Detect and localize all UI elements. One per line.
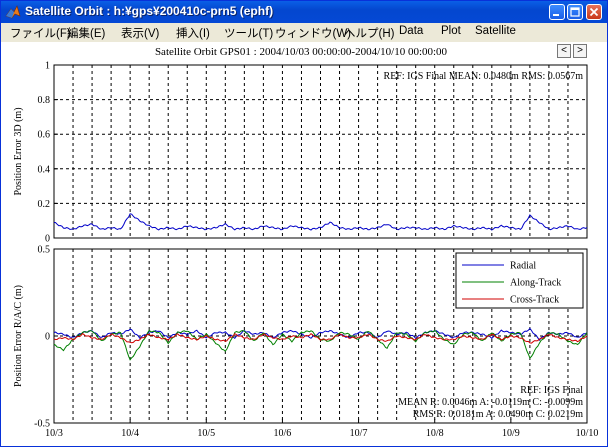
axes-rac-annotation: REF: IGS Final MEAN R: 0.0046m A: -0.011… bbox=[398, 385, 583, 420]
xtick-label: 10/5 bbox=[197, 428, 215, 439]
maximize-button[interactable] bbox=[567, 4, 583, 20]
ytick-label: 0.4 bbox=[38, 164, 51, 175]
xtick-label: 10/8 bbox=[426, 428, 444, 439]
matlab-logo-icon bbox=[5, 5, 21, 19]
menu-data[interactable]: Data bbox=[399, 25, 424, 37]
axes-3d-annotation: REF: IGS Final MEAN: 0.0480m RMS: 0.0567… bbox=[384, 71, 584, 82]
prev-button[interactable]: < bbox=[557, 44, 571, 58]
axes-rac: -0.500.5 10/3 10/4 10/5 10/6 10/7 10/8 10/9 10/… bbox=[13, 245, 598, 440]
xtick-label: 10/3 bbox=[45, 428, 63, 439]
legend-entry: Along-Track bbox=[510, 278, 561, 289]
window-title: Satellite Orbit : h:¥gps¥200410c-prn5 (e… bbox=[25, 4, 274, 18]
ytick-label: 0.8 bbox=[38, 95, 51, 106]
axes-rac-xticks: 10/3 10/4 10/5 10/6 10/7 10/8 10/9 10/10 bbox=[45, 419, 598, 439]
maximize-icon bbox=[570, 7, 580, 17]
ytick-label: 0.2 bbox=[38, 199, 51, 210]
figure-area: Satellite Orbit GPS01 : 2004/10/03 00:00… bbox=[1, 42, 607, 446]
menu-help[interactable]: ヘルプ(H) bbox=[344, 28, 395, 40]
close-button[interactable] bbox=[586, 4, 602, 20]
title-bar[interactable]: Satellite Orbit : h:¥gps¥200410c-prn5 (e… bbox=[1, 1, 607, 23]
axes-3d-ylabel: Position Error 3D (m) bbox=[13, 107, 24, 195]
xtick-label: 10/6 bbox=[274, 428, 292, 439]
annotation-line: MEAN R: 0.0046m A: -0.0119m C: -0.0099m bbox=[398, 397, 583, 408]
ytick-label: 0.6 bbox=[38, 130, 51, 141]
line-cross-track bbox=[53, 332, 588, 344]
ytick-label: 0 bbox=[45, 332, 50, 343]
axes-3d-yticks: 0 0.2 0.4 0.6 0.8 1 bbox=[38, 61, 58, 245]
annotation-line: REF: IGS Final bbox=[520, 385, 583, 396]
annotation-line: RMS R: 0.0181m A: 0.0490m C: 0.0219m bbox=[413, 409, 584, 420]
axes-3d: 0 0.2 0.4 0.6 0.8 1 Position Error 3D (m) REF… bbox=[13, 61, 588, 245]
line-radial bbox=[53, 327, 588, 342]
menu-satellite[interactable]: Satellite bbox=[475, 25, 516, 37]
xtick-label: 10/10 bbox=[576, 428, 599, 439]
axes-rac-grid bbox=[54, 249, 587, 423]
minimize-button[interactable] bbox=[549, 4, 565, 20]
menu-file[interactable]: ファイル(F) bbox=[10, 28, 71, 40]
menu-insert[interactable]: 挿入(I) bbox=[176, 28, 210, 40]
menu-window[interactable]: ウィンドウ(W) bbox=[275, 28, 352, 40]
minimize-icon bbox=[553, 14, 559, 16]
legend-entry: Radial bbox=[510, 261, 536, 272]
xtick-label: 10/7 bbox=[350, 428, 368, 439]
axes-3d-grid bbox=[54, 65, 587, 238]
next-button[interactable]: > bbox=[573, 44, 587, 58]
xtick-label: 10/4 bbox=[121, 428, 139, 439]
xtick-label: 10/9 bbox=[502, 428, 520, 439]
ytick-label: -0.5 bbox=[34, 419, 50, 430]
axes-3d-lines bbox=[53, 213, 588, 231]
line-3d-series bbox=[53, 213, 588, 231]
menu-tools[interactable]: ツール(T) bbox=[224, 28, 274, 40]
legend-entry: Cross-Track bbox=[510, 295, 559, 306]
axes-rac-ylabel: Position Error R/A/C (m) bbox=[13, 285, 24, 387]
axes-rac-lines bbox=[53, 327, 588, 361]
menu-bar: ファイル(F) 編集(E) 表示(V) 挿入(I) ツール(T) ウィンドウ(W… bbox=[1, 23, 607, 41]
axes-rac-yticks: -0.5 0 0.5 bbox=[34, 245, 58, 430]
ytick-label: 0.5 bbox=[38, 245, 51, 256]
close-icon bbox=[589, 7, 599, 17]
ytick-label: 0 bbox=[45, 234, 50, 245]
menu-plot[interactable]: Plot bbox=[441, 25, 461, 37]
ytick-label: 1 bbox=[45, 61, 50, 72]
menu-edit[interactable]: 編集(E) bbox=[67, 28, 106, 40]
plots-canvas: 0 0.2 0.4 0.6 0.8 1 Position Error 3D (m) REF… bbox=[13, 61, 598, 440]
figure-title: Satellite Orbit GPS01 : 2004/10/03 00:00… bbox=[154, 46, 448, 58]
menu-view[interactable]: 表示(V) bbox=[121, 28, 160, 40]
legend[interactable]: Radial Along-Track Cross-Track bbox=[455, 252, 584, 309]
